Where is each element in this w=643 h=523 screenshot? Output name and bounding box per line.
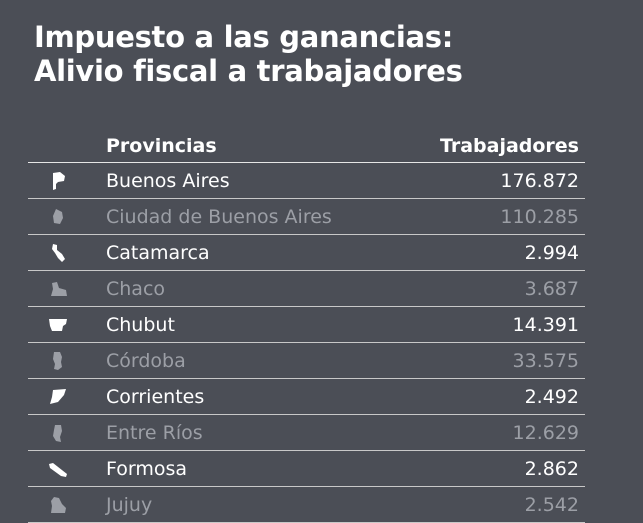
province-name: Corrientes — [106, 386, 205, 408]
workers-value: 2.492 — [524, 386, 579, 408]
workers-value: 3.687 — [524, 278, 579, 300]
chubut-map-icon — [48, 315, 68, 335]
page-title: Impuesto a las ganancias: Alivio fiscal … — [34, 20, 463, 88]
table-row: Entre Ríos 12.629 — [28, 415, 585, 451]
entre-rios-map-icon — [48, 423, 68, 443]
province-name: Chaco — [106, 278, 166, 300]
formosa-map-icon — [48, 459, 68, 479]
workers-value: 33.575 — [512, 350, 579, 372]
province-name: Jujuy — [106, 494, 153, 516]
province-name: Buenos Aires — [106, 170, 230, 192]
table-row: Corrientes 2.492 — [28, 379, 585, 415]
table-row: Formosa 2.862 — [28, 451, 585, 487]
table-row: Ciudad de Buenos Aires 110.285 — [28, 199, 585, 235]
title-line-2: Alivio fiscal a trabajadores — [34, 54, 463, 88]
workers-value: 110.285 — [500, 206, 579, 228]
table-row: Córdoba 33.575 — [28, 343, 585, 379]
workers-value: 176.872 — [500, 170, 579, 192]
title-line-1: Impuesto a las ganancias: — [34, 20, 454, 54]
workers-value: 2.542 — [524, 494, 579, 516]
table-row: Chubut 14.391 — [28, 307, 585, 343]
province-name: Chubut — [106, 314, 175, 336]
workers-value: 2.994 — [524, 242, 579, 264]
table-row: Buenos Aires 176.872 — [28, 163, 585, 199]
province-name: Córdoba — [106, 350, 186, 372]
catamarca-map-icon — [48, 243, 68, 263]
table-header: Provincias Trabajadores — [28, 132, 585, 163]
table-row: Chaco 3.687 — [28, 271, 585, 307]
province-name: Ciudad de Buenos Aires — [106, 206, 332, 228]
column-header-workers: Trabajadores — [439, 135, 579, 157]
cordoba-map-icon — [48, 351, 68, 371]
chaco-map-icon — [48, 279, 68, 299]
province-name: Catamarca — [106, 242, 210, 264]
province-name: Entre Ríos — [106, 422, 203, 444]
column-header-provinces: Provincias — [106, 135, 217, 157]
caba-map-icon — [48, 207, 68, 227]
workers-value: 2.862 — [524, 458, 579, 480]
buenos-aires-map-icon — [48, 171, 68, 191]
workers-value: 12.629 — [512, 422, 579, 444]
corrientes-map-icon — [48, 387, 68, 407]
table-row: Catamarca 2.994 — [28, 235, 585, 271]
province-name: Formosa — [106, 458, 188, 480]
provinces-table: Provincias Trabajadores Buenos Aires 176… — [28, 132, 585, 523]
workers-value: 14.391 — [512, 314, 579, 336]
table-row: Jujuy 2.542 — [28, 487, 585, 523]
jujuy-map-icon — [48, 495, 68, 515]
